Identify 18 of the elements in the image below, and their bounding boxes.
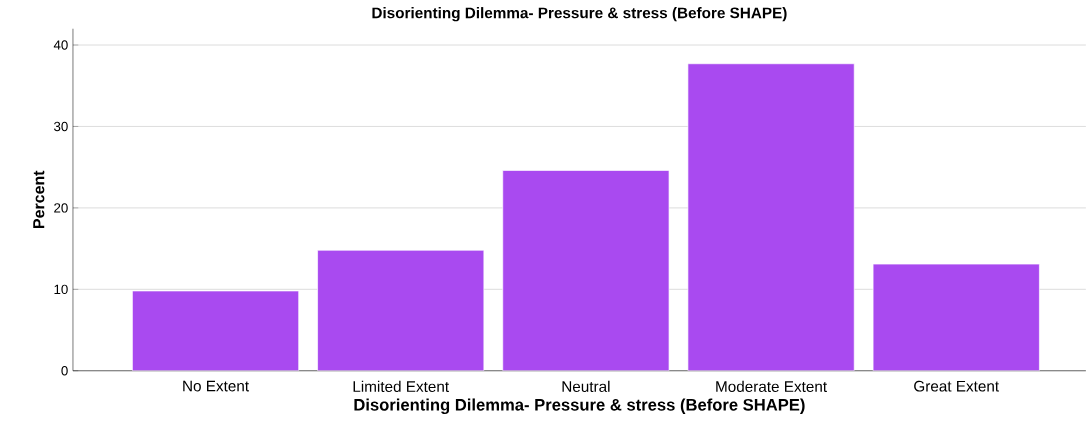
bar	[502, 170, 670, 371]
y-axis-title: Percent	[33, 170, 45, 228]
bar	[132, 290, 300, 371]
x-tick-label: Neutral	[562, 380, 610, 392]
chart-title: Disorienting Dilemma- Pressure & stress (Before SHAPE)	[372, 7, 787, 22]
bar	[317, 249, 485, 371]
bar	[687, 63, 855, 371]
y-tick-label: 0	[61, 366, 68, 376]
x-tick-label: Moderate Extent	[716, 380, 827, 392]
y-tick-label: 20	[54, 203, 68, 213]
x-tick-label: Great Extent	[914, 380, 999, 392]
x-tick-label: No Extent	[183, 380, 249, 392]
x-axis-title: Disorienting Dilemma- Pressure & stress (Before SHAPE)	[354, 398, 805, 414]
y-tick-label: 40	[53, 40, 68, 50]
y-tick-label: 30	[53, 121, 68, 132]
y-tick-label: 10	[54, 284, 68, 295]
x-tick-label: Limited Extent	[353, 380, 449, 392]
bar	[872, 263, 1040, 371]
